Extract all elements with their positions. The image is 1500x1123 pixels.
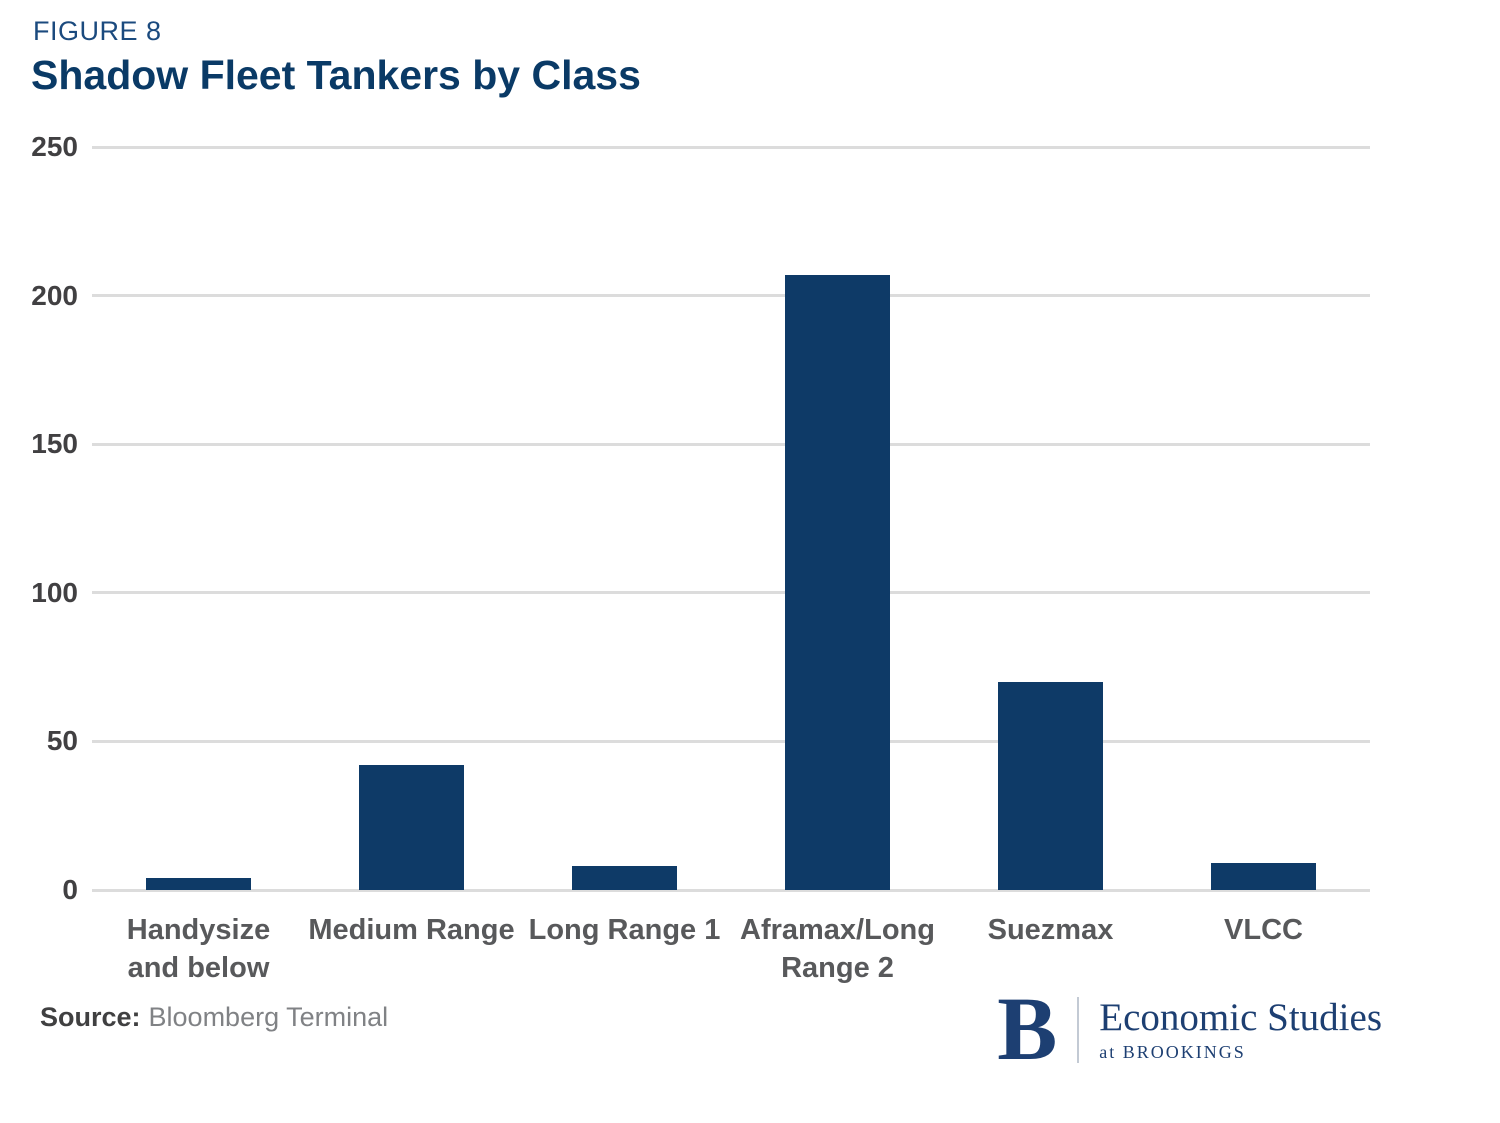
bar-5 xyxy=(1211,863,1316,890)
source-label: Source: xyxy=(40,1002,141,1032)
bar-1 xyxy=(359,765,464,890)
x-axis-labels: Handysize and below Medium Range Long Rang… xyxy=(92,912,1370,987)
x-tick-label-0: Handysize and below xyxy=(126,914,271,984)
bar-column-0 xyxy=(92,147,305,890)
plot-area xyxy=(92,145,1370,892)
figure-label: FIGURE 8 xyxy=(33,16,162,46)
bars-row xyxy=(92,147,1370,890)
y-tick-label-100: 100 xyxy=(31,576,78,608)
y-tick-label-200: 200 xyxy=(31,279,78,311)
gridline-200 xyxy=(92,294,1370,298)
brookings-logo: B Economic Studies at BROOKINGS xyxy=(997,980,1382,1079)
source-text: Bloomberg Terminal xyxy=(148,1002,389,1032)
bar-0 xyxy=(146,878,251,890)
gridline-50 xyxy=(92,739,1370,743)
bar-column-1 xyxy=(305,147,518,890)
page-title: Shadow Fleet Tankers by Class xyxy=(31,52,641,98)
y-axis-labels: 0 50 100 150 200 250 xyxy=(18,131,78,905)
gridline-150 xyxy=(92,442,1370,446)
x-tick-label-4: Suezmax xyxy=(987,914,1114,946)
y-tick-label-250: 250 xyxy=(31,131,78,162)
x-tick-label-1: Medium Range xyxy=(308,914,515,946)
brookings-b-icon: B xyxy=(997,980,1058,1079)
x-tick-label-5: VLCC xyxy=(1224,914,1303,946)
y-tick-label-0: 0 xyxy=(62,874,78,905)
gridline-100 xyxy=(92,591,1370,595)
bar-column-4 xyxy=(944,147,1157,890)
bar-column-5 xyxy=(1157,147,1370,890)
bar-2 xyxy=(572,866,677,890)
bar-column-2 xyxy=(518,147,731,890)
x-tick-label-3: Aframax/Long Range 2 xyxy=(740,914,935,984)
y-tick-label-50: 50 xyxy=(46,725,78,757)
gridline-250 xyxy=(92,145,1370,149)
logo-text: Economic Studies at BROOKINGS xyxy=(1099,995,1382,1063)
source-note: Source: Bloomberg Terminal xyxy=(40,1002,388,1033)
bar-4 xyxy=(998,681,1103,890)
y-tick-label-150: 150 xyxy=(31,428,78,460)
gridline-0 xyxy=(92,888,1370,892)
logo-line2: at BROOKINGS xyxy=(1099,1041,1246,1062)
x-tick-label-2: Long Range 1 xyxy=(528,914,721,946)
logo-line1: Economic Studies xyxy=(1099,995,1382,1039)
bar-3 xyxy=(785,274,890,890)
bar-column-3 xyxy=(731,147,944,890)
logo-divider xyxy=(1077,997,1080,1064)
